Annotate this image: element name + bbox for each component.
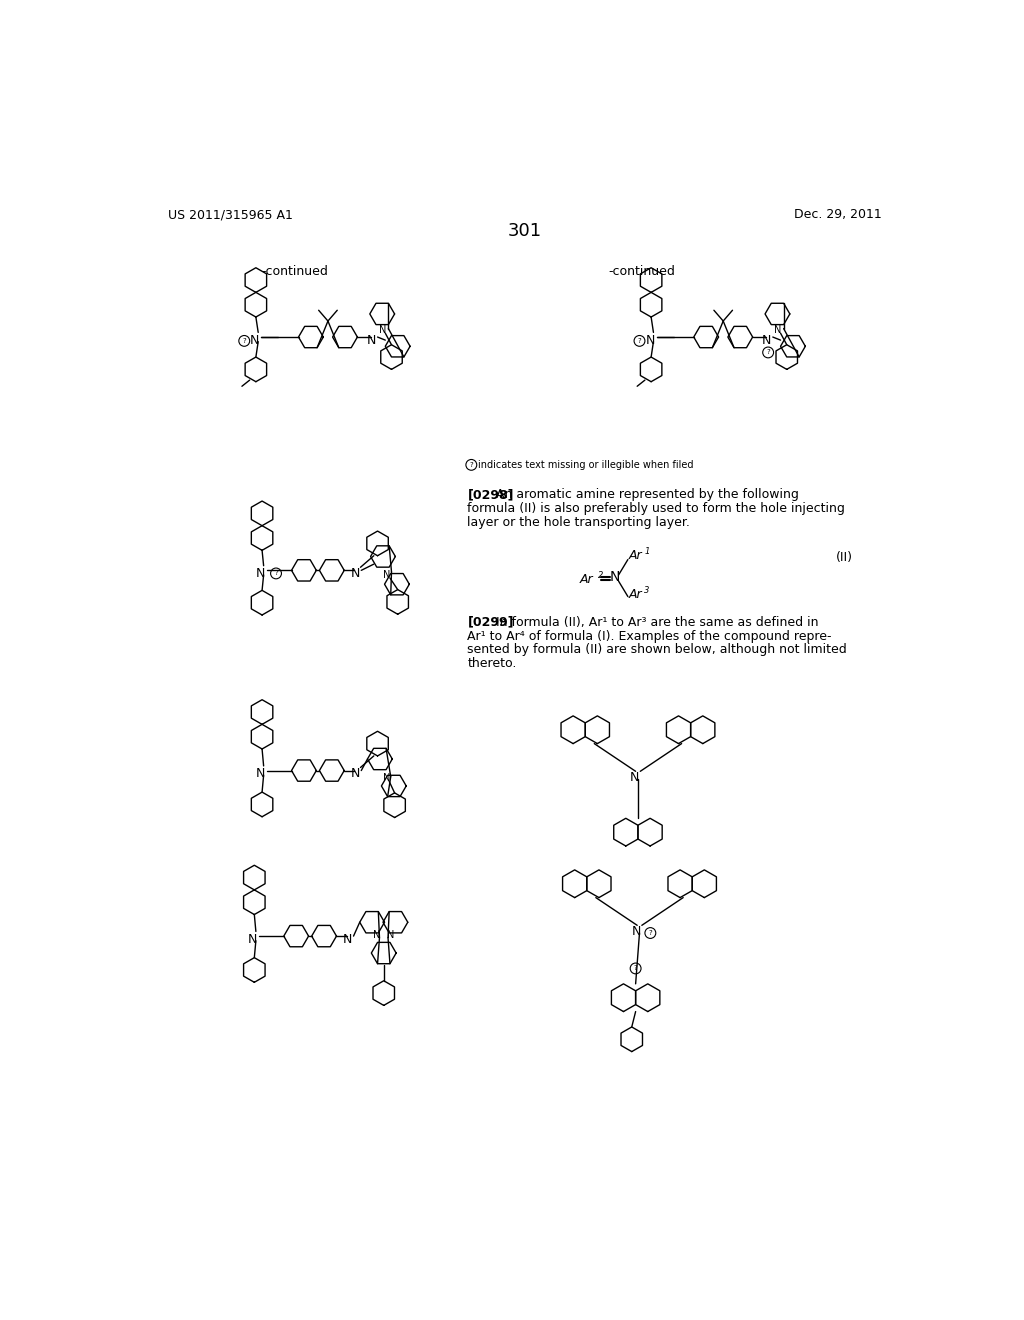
Text: indicates text missing or illegible when filed: indicates text missing or illegible when… [478, 459, 694, 470]
Text: Ar: Ar [629, 549, 642, 562]
Text: Dec. 29, 2011: Dec. 29, 2011 [794, 209, 882, 222]
Text: (II): (II) [836, 552, 853, 564]
Text: N: N [373, 929, 380, 940]
Text: ?: ? [638, 338, 641, 345]
Text: US 2011/315965 A1: US 2011/315965 A1 [168, 209, 293, 222]
Text: N: N [630, 771, 640, 784]
Text: Ar¹ to Ar⁴ of formula (I). Examples of the compound repre-: Ar¹ to Ar⁴ of formula (I). Examples of t… [467, 630, 831, 643]
Text: formula (II) is also preferably used to form the hole injecting: formula (II) is also preferably used to … [467, 502, 846, 515]
Text: N: N [379, 325, 386, 335]
Text: N: N [646, 334, 655, 347]
Text: -continued: -continued [608, 264, 676, 277]
Text: N: N [350, 566, 359, 579]
Text: N: N [632, 925, 641, 939]
Text: N: N [256, 566, 265, 579]
Text: [0298]: [0298] [467, 488, 514, 502]
Text: sented by formula (II) are shown below, although not limited: sented by formula (II) are shown below, … [467, 644, 847, 656]
Text: N: N [762, 334, 771, 347]
Text: 2: 2 [598, 572, 603, 581]
Text: ?: ? [648, 931, 652, 936]
Text: 301: 301 [508, 222, 542, 239]
Text: thereto.: thereto. [467, 657, 517, 671]
Text: 1: 1 [644, 548, 649, 556]
Text: N: N [774, 325, 781, 335]
Text: N: N [250, 334, 259, 347]
Text: Ar: Ar [580, 573, 594, 586]
Text: 3: 3 [644, 586, 649, 595]
Text: N: N [387, 929, 395, 940]
Text: N: N [350, 767, 359, 780]
Text: layer or the hole transporting layer.: layer or the hole transporting layer. [467, 516, 690, 529]
Text: An aromatic amine represented by the following: An aromatic amine represented by the fol… [496, 488, 799, 502]
Text: N: N [256, 767, 265, 780]
Text: ?: ? [634, 965, 638, 972]
Text: ?: ? [766, 350, 770, 355]
Text: ?: ? [469, 462, 473, 467]
Text: ?: ? [243, 338, 246, 345]
Text: [0299]: [0299] [467, 615, 514, 628]
Text: N: N [383, 570, 390, 579]
Text: N: N [367, 334, 376, 347]
Text: In formula (II), Ar¹ to Ar³ are the same as defined in: In formula (II), Ar¹ to Ar³ are the same… [496, 615, 818, 628]
Text: N: N [383, 774, 390, 783]
Text: -continued: -continued [261, 264, 328, 277]
Text: N: N [609, 570, 620, 585]
Text: N: N [248, 933, 257, 945]
Text: ?: ? [274, 570, 278, 577]
Text: Ar: Ar [629, 587, 642, 601]
Text: N: N [343, 933, 352, 945]
